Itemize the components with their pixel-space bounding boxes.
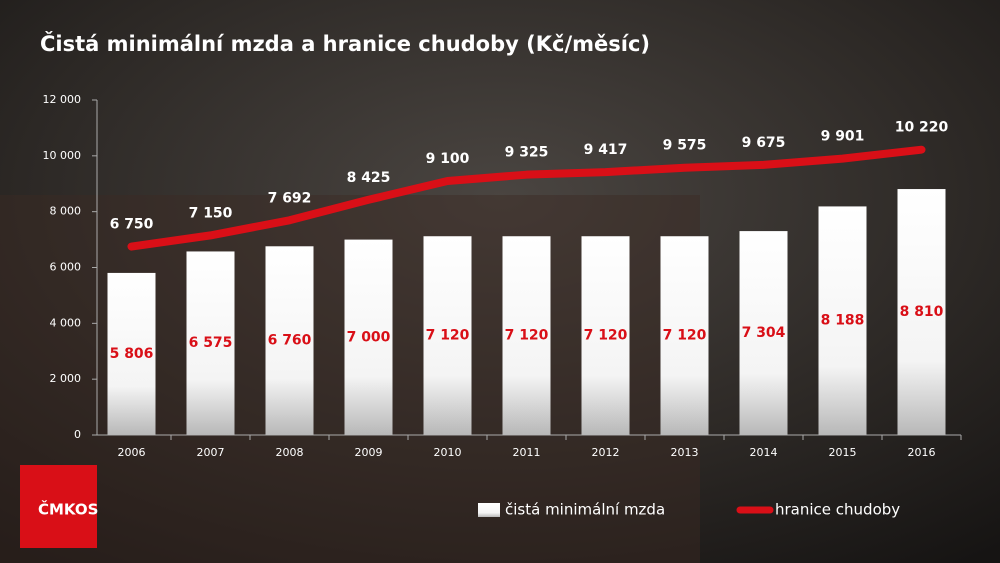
logo-box: [20, 465, 97, 548]
y-tick-label: 0: [74, 428, 81, 441]
y-tick-label: 8 000: [50, 205, 82, 218]
line-label: 9 417: [584, 142, 628, 158]
bar: [344, 239, 393, 435]
x-tick-label: 2011: [513, 446, 541, 459]
x-tick-label: 2015: [829, 446, 857, 459]
bar: [739, 231, 788, 435]
bar: [660, 236, 709, 435]
bar-label: 7 000: [347, 329, 391, 345]
bar-label: 7 304: [742, 325, 786, 341]
bar-label: 5 806: [110, 346, 154, 362]
y-tick-label: 6 000: [50, 261, 82, 274]
line-label: 9 901: [821, 129, 865, 145]
bar: [423, 236, 472, 435]
x-tick-label: 2008: [276, 446, 304, 459]
x-tick-label: 2010: [434, 446, 462, 459]
x-tick-label: 2006: [118, 446, 146, 459]
legend-label: hranice chudoby: [775, 501, 900, 519]
bar: [581, 236, 630, 435]
legend-swatch: [478, 503, 500, 517]
line-label: 9 675: [742, 135, 786, 151]
x-tick-label: 2009: [355, 446, 383, 459]
bar-label: 6 760: [268, 333, 312, 349]
line-label: 7 150: [189, 205, 233, 221]
line-label: 8 425: [347, 170, 391, 186]
bar: [186, 251, 235, 435]
x-tick-label: 2014: [750, 446, 778, 459]
line-label: 7 692: [268, 190, 312, 206]
y-tick-label: 4 000: [50, 316, 82, 329]
bar-label: 7 120: [584, 328, 628, 344]
chart-title: Čistá minimální mzda a hranice chudoby (…: [40, 31, 650, 56]
x-tick-label: 2012: [592, 446, 620, 459]
bar: [502, 236, 551, 435]
line-label: 10 220: [895, 120, 949, 136]
y-tick-label: 10 000: [43, 149, 82, 162]
line-label: 6 750: [110, 217, 154, 233]
bar-label: 8 810: [900, 304, 944, 320]
line-label: 9 325: [505, 145, 549, 161]
line-label: 9 100: [426, 151, 470, 167]
bar-label: 6 575: [189, 335, 233, 351]
line-label: 9 575: [663, 138, 707, 154]
x-tick-label: 2016: [908, 446, 936, 459]
y-tick-label: 2 000: [50, 372, 82, 385]
x-tick-label: 2013: [671, 446, 699, 459]
y-tick-label: 12 000: [43, 93, 82, 106]
bar-label: 7 120: [663, 328, 707, 344]
logo: ČMKOS: [38, 500, 98, 519]
bar-label: 8 188: [821, 313, 865, 329]
x-tick-label: 2007: [197, 446, 225, 459]
bar: [818, 206, 867, 435]
bar: [107, 272, 156, 435]
bar: [897, 189, 946, 435]
bar-label: 7 120: [426, 328, 470, 344]
bar-label: 7 120: [505, 328, 549, 344]
legend-label: čistá minimální mzda: [505, 501, 665, 519]
bar: [265, 246, 314, 435]
line: [127, 145, 926, 251]
